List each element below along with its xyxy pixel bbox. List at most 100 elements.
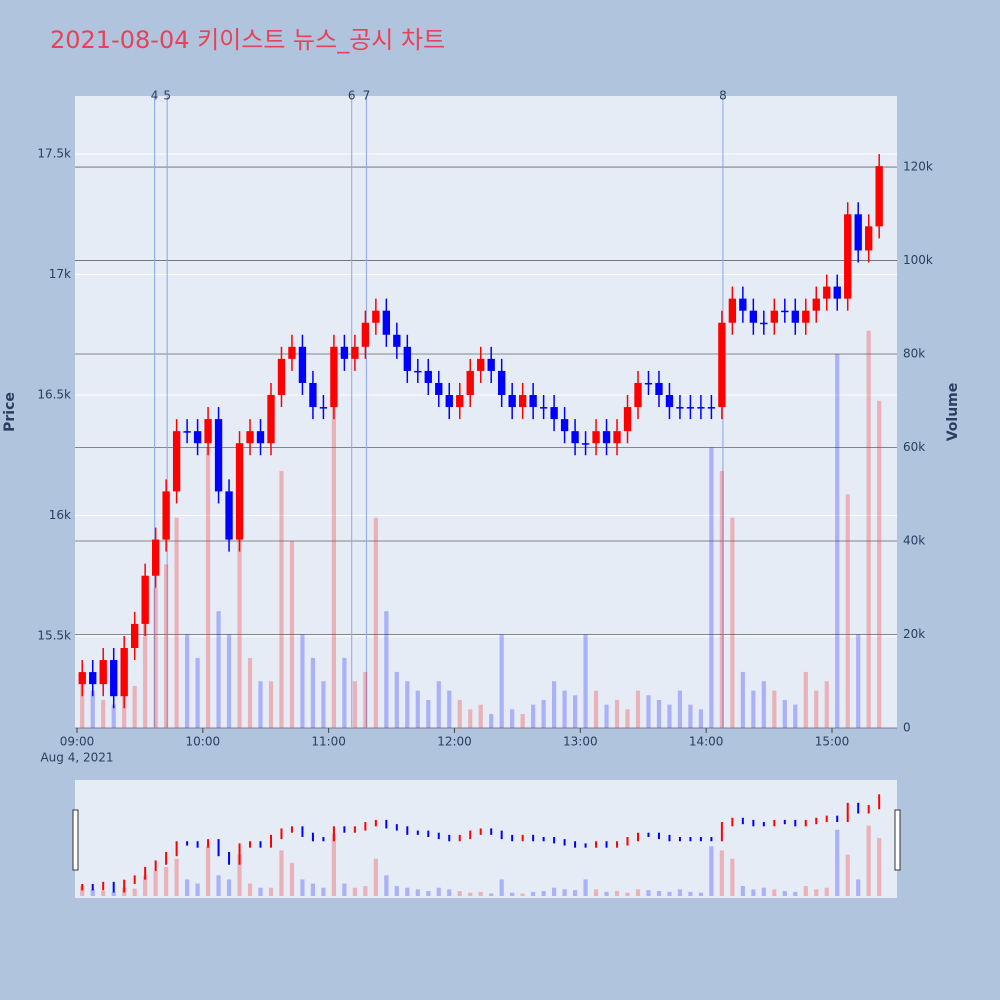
mini-volume-bar — [195, 883, 200, 896]
mini-volume-bar — [331, 833, 337, 896]
volume-bar — [656, 699, 662, 728]
volume-bar — [384, 611, 389, 728]
volume-bar — [552, 681, 557, 728]
y-tick-label: 16.5k — [37, 388, 71, 402]
volume-bar — [614, 699, 620, 728]
mini-volume-bar — [436, 887, 441, 896]
mini-volume-bar — [258, 887, 263, 896]
y2-tick-label: 40k — [903, 534, 925, 548]
mini-volume-bar — [247, 883, 253, 896]
mini-volume-bar — [793, 891, 798, 896]
candle-body — [697, 407, 705, 409]
y2-tick-label: 100k — [903, 253, 933, 267]
candle-body — [456, 395, 464, 408]
mini-volume-bar — [153, 871, 158, 896]
mini-volume-bar — [510, 892, 515, 896]
mini-volume-bar — [604, 891, 609, 896]
candle-body — [435, 382, 443, 396]
candle-body — [256, 431, 265, 444]
candle-body — [340, 346, 349, 359]
volume-bar — [132, 685, 137, 728]
volume-bar — [814, 690, 819, 728]
mini-volume-bar — [352, 887, 357, 896]
mini-volume-bar — [835, 829, 840, 896]
range-slider[interactable] — [75, 780, 897, 898]
mini-volume-bar — [321, 887, 326, 896]
candle-body — [225, 491, 233, 540]
volume-bar — [426, 699, 431, 728]
candle-body — [183, 431, 191, 433]
mini-volume-bar — [342, 883, 347, 896]
x-tick-label: 11:00 — [311, 735, 346, 749]
candle-body — [676, 407, 684, 409]
volume-bar — [174, 517, 179, 728]
volume-bar — [216, 611, 221, 728]
candle-body — [298, 346, 307, 383]
volume-bar — [583, 634, 588, 728]
candle-body — [812, 298, 820, 311]
mini-volume-bar — [541, 891, 546, 896]
mini-volume-bar — [719, 850, 724, 896]
candle-body — [267, 395, 275, 444]
news-marker-label: 4 — [151, 89, 159, 103]
volume-bar — [793, 704, 798, 728]
volume-bar — [740, 671, 745, 728]
candle-body — [477, 358, 485, 371]
candle-body — [550, 407, 558, 420]
mini-volume-bar — [394, 886, 399, 896]
range-handle[interactable] — [894, 809, 901, 871]
candle-body — [361, 322, 370, 347]
volume-bar — [698, 709, 704, 728]
candle-body — [707, 407, 716, 409]
volume-bar — [866, 330, 871, 728]
candle-body — [539, 407, 548, 409]
candle-body — [665, 395, 674, 408]
volume-bar — [468, 709, 473, 728]
candle-body — [277, 358, 286, 396]
mini-volume-bar — [499, 879, 504, 896]
volume-bar — [289, 541, 295, 728]
volume-bar — [562, 690, 567, 728]
candle-body — [424, 370, 432, 383]
mini-volume-bar — [593, 889, 599, 896]
candle-body — [560, 419, 569, 432]
x-tick-label: 13:00 — [563, 735, 598, 749]
candle-body — [613, 431, 621, 444]
mini-volume-bar — [132, 888, 137, 896]
candle-body — [498, 370, 506, 396]
volume-bar — [531, 704, 536, 728]
volume-bar — [489, 713, 494, 728]
candle-body — [89, 672, 97, 685]
mini-volume-bar — [457, 891, 462, 896]
candle-body — [655, 382, 663, 396]
volume-bar — [90, 690, 95, 728]
mini-volume-bar — [730, 858, 735, 896]
plot-area — [75, 96, 897, 728]
volume-bar — [405, 681, 410, 728]
candle-body — [235, 443, 244, 540]
candle-body — [288, 346, 296, 359]
volume-bar — [751, 690, 756, 728]
candle-body — [529, 395, 537, 408]
date-label: Aug 4, 2021 — [40, 751, 113, 765]
candle-body — [728, 298, 737, 323]
range-handle[interactable] — [72, 809, 79, 871]
volume-bar — [835, 354, 840, 728]
mini-volume-bar — [877, 838, 882, 896]
candle-body — [875, 166, 883, 227]
y-axis-title: Price — [2, 392, 18, 432]
volume-bar — [761, 681, 766, 728]
candle-body — [739, 298, 747, 311]
volume-bar — [153, 587, 158, 728]
mini-volume-bar — [174, 858, 179, 896]
candle-body — [445, 395, 453, 408]
mini-volume-bar — [866, 825, 871, 896]
mini-volume-bar — [856, 879, 861, 896]
volume-bar — [625, 709, 630, 728]
mini-volume-bar — [824, 887, 829, 896]
candle-body — [162, 491, 170, 540]
mini-volume-bar — [237, 854, 242, 896]
mini-volume-bar — [740, 886, 745, 896]
volume-bar — [688, 704, 693, 728]
volume-bar — [772, 690, 777, 728]
